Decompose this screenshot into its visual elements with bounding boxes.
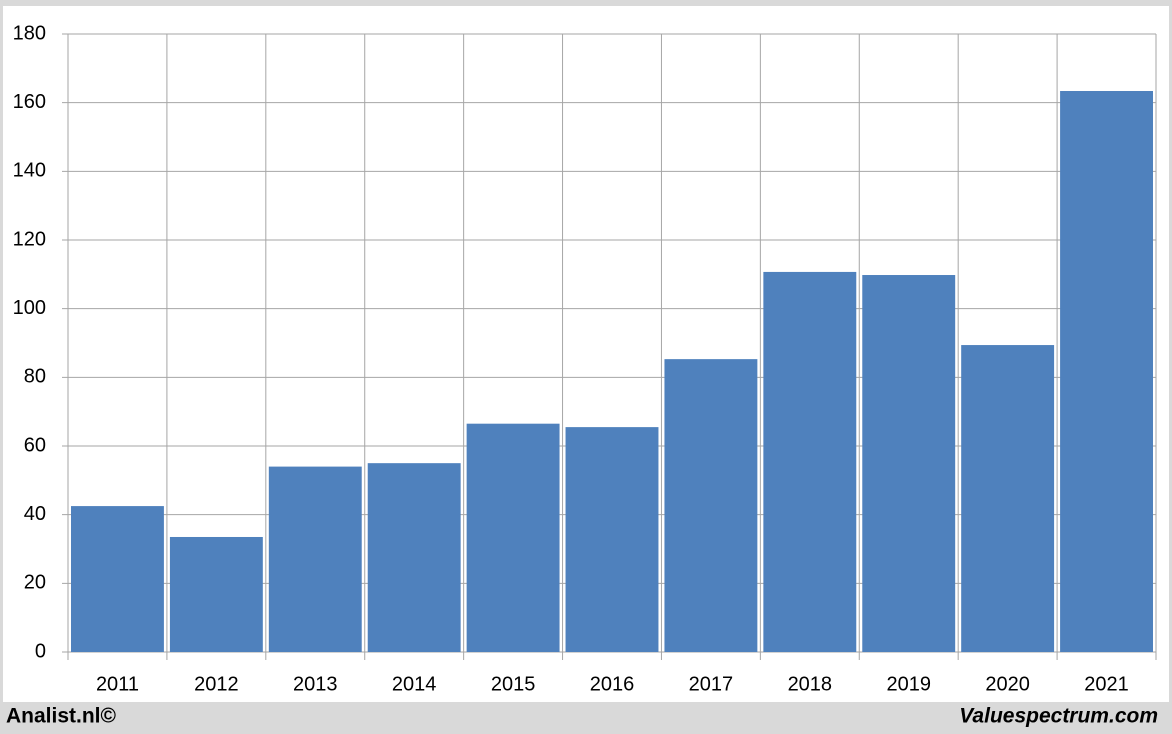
y-tick-label: 140: [13, 160, 46, 182]
y-tick-label: 20: [24, 572, 46, 594]
bar: [565, 427, 659, 652]
bar: [466, 423, 560, 652]
y-tick-label: 60: [24, 434, 46, 456]
bar: [862, 275, 956, 652]
footer-left: Analist.nl©: [6, 705, 117, 728]
bar: [268, 466, 362, 652]
x-tick-label: 2017: [689, 673, 734, 695]
y-tick-label: 0: [35, 640, 46, 662]
x-tick-label: 2020: [985, 673, 1030, 695]
x-tick-label: 2021: [1084, 673, 1129, 695]
bar: [1060, 90, 1153, 652]
bar: [71, 506, 164, 652]
y-tick-label: 40: [24, 503, 46, 525]
bar: [169, 536, 263, 652]
footer-right: Valuespectrum.com: [959, 705, 1158, 728]
y-tick-label: 120: [13, 228, 46, 250]
bar: [763, 271, 857, 652]
x-tick-label: 2012: [194, 673, 239, 695]
bar: [961, 345, 1055, 652]
y-tick-label: 180: [13, 22, 46, 44]
x-tick-label: 2016: [590, 673, 635, 695]
x-tick-label: 2013: [293, 673, 338, 695]
x-tick-label: 2018: [788, 673, 833, 695]
y-tick-label: 160: [13, 91, 46, 113]
x-tick-label: 2011: [96, 673, 139, 695]
bar: [664, 359, 758, 652]
x-tick-label: 2015: [491, 673, 536, 695]
x-tick-label: 2019: [886, 673, 931, 695]
x-tick-label: 2014: [392, 673, 437, 695]
y-tick-label: 80: [24, 366, 46, 388]
y-tick-label: 100: [13, 297, 46, 319]
bar: [367, 463, 461, 652]
